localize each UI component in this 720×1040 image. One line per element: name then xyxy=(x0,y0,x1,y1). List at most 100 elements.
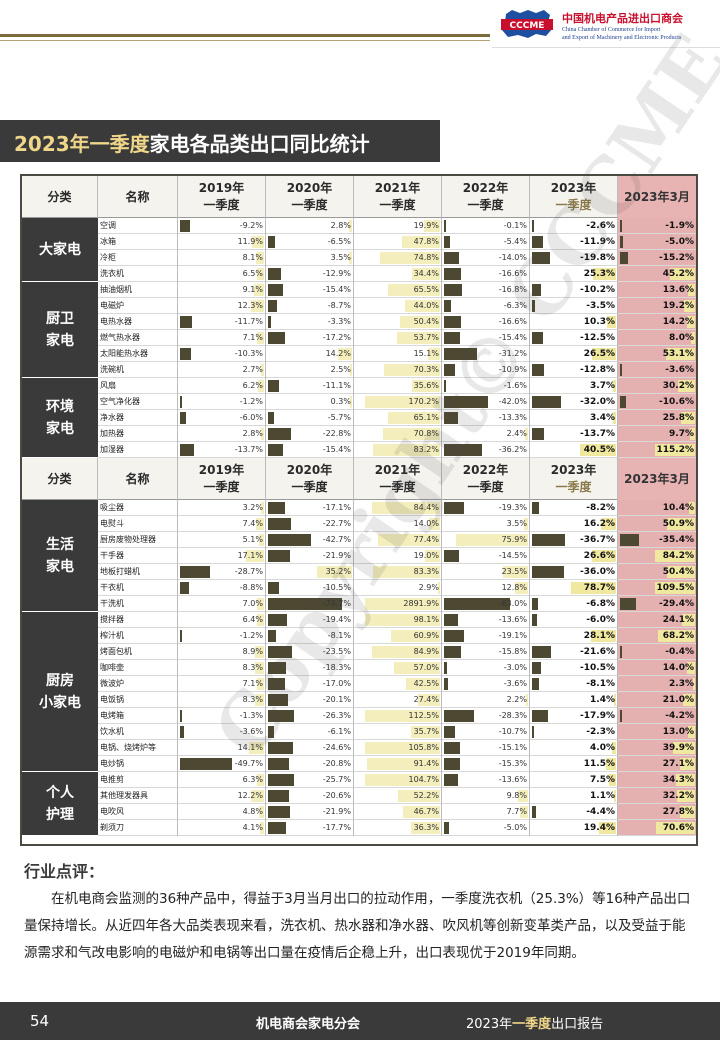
header-period: 一季度 xyxy=(555,198,592,212)
value-cell-y2023: 7.5% xyxy=(530,772,618,788)
value-label: 14.1% xyxy=(237,743,263,752)
value-cell-mar2023: -29.4% xyxy=(618,596,696,612)
value-cell-y2019: -6.0% xyxy=(178,410,266,426)
header-name: 名称 xyxy=(98,458,178,500)
header-rule xyxy=(0,34,490,37)
value-bar xyxy=(268,300,277,312)
table-row: 空调 -9.2% 2.8% 19.9% -0.1% -2.6% -1.9% xyxy=(98,218,696,234)
value-label: 27.1% xyxy=(662,759,694,769)
value-bar xyxy=(525,694,528,706)
value-label: 8.3% xyxy=(242,695,263,704)
value-bar xyxy=(268,236,275,248)
table-row: 其他理发器具 12.2% -20.6% 52.2% 9.8% 1.1% 32.2% xyxy=(98,788,696,804)
value-cell-y2023: 3.4% xyxy=(530,410,618,426)
value-cell-y2023: 78.7% xyxy=(530,580,618,596)
value-bar xyxy=(268,662,287,674)
value-cell-y2021: 42.5% xyxy=(354,676,442,692)
value-label: 7.7% xyxy=(506,807,527,816)
value-bar xyxy=(593,268,616,280)
table-row: 加湿器 -13.7% -15.4% 83.2% -36.2% 40.5% 115.2% xyxy=(98,442,696,458)
page-title: 2023年一季度家电各品类出口同比统计 xyxy=(0,120,440,162)
table-row: 干手器 17.1% -21.9% 19.0% -14.5% 26.6% 84.2% xyxy=(98,548,696,564)
value-bar xyxy=(665,348,695,360)
value-cell-y2023: 4.0% xyxy=(530,740,618,756)
value-cell-y2019: -1.3% xyxy=(178,708,266,724)
table-row: 地板打蜡机 -28.7% 35.2% 83.3% 23.5% -36.0% 50.4% xyxy=(98,564,696,580)
value-label: 74.8% xyxy=(413,253,439,262)
value-bar xyxy=(410,822,440,834)
value-bar xyxy=(532,614,538,626)
value-label: -10.2% xyxy=(580,285,615,295)
value-cell-y2019: 2.7% xyxy=(178,362,266,378)
value-cell-y2020: -25.7% xyxy=(266,772,354,788)
value-cell-y2023: -2.3% xyxy=(530,724,618,740)
value-bar xyxy=(350,396,352,408)
value-label: -9.2% xyxy=(239,221,263,230)
value-label: 36.3% xyxy=(413,823,439,832)
table-row: 电炒锅 -49.7% -20.8% 91.4% -15.3% 11.5% 27.1% xyxy=(98,756,696,772)
value-bar xyxy=(667,518,695,530)
value-label: 10.4% xyxy=(662,503,694,513)
value-bar xyxy=(444,284,462,296)
value-cell-y2023: 40.5% xyxy=(530,442,618,458)
header-y2023: 2023年 一季度 xyxy=(530,176,618,218)
value-label: 3.4% xyxy=(590,413,615,423)
value-bar xyxy=(656,822,695,834)
value-cell-mar2023: 45.2% xyxy=(618,266,696,282)
value-bar xyxy=(444,332,461,344)
value-cell-mar2023: -4.2% xyxy=(618,708,696,724)
value-cell-y2023: 19.4% xyxy=(530,820,618,836)
value-label: 109.5% xyxy=(656,583,695,593)
category-cell: 大家电 xyxy=(22,218,98,282)
value-bar xyxy=(256,678,264,690)
product-name: 剃须刀 xyxy=(98,820,178,836)
value-cell-y2019: -28.7% xyxy=(178,564,266,580)
value-cell-y2021: 170.2% xyxy=(354,394,442,410)
value-label: 8.3% xyxy=(242,663,263,672)
value-label: 50.4% xyxy=(662,567,694,577)
table-row: 冰箱 11.9% -6.5% 47.8% -5.4% -11.9% -5.0% xyxy=(98,234,696,250)
value-bar xyxy=(180,726,184,738)
value-bar xyxy=(532,236,543,248)
category-label: 个人 护理 xyxy=(46,784,74,823)
value-label: -35.4% xyxy=(659,535,694,545)
value-label: -1.3% xyxy=(239,711,263,720)
value-cell-y2021: 112.5% xyxy=(354,708,442,724)
value-bar xyxy=(679,806,695,818)
value-label: 14.0% xyxy=(413,519,439,528)
value-label: 19.2% xyxy=(662,301,694,311)
value-cell-y2022: -15.1% xyxy=(442,740,530,756)
value-label: 2891.9% xyxy=(403,599,439,608)
value-cell-y2020: -11.1% xyxy=(266,378,354,394)
value-label: -15.4% xyxy=(498,333,527,342)
product-name: 风扇 xyxy=(98,378,178,394)
product-name: 干洗机 xyxy=(98,596,178,612)
value-cell-y2019: 7.1% xyxy=(178,330,266,346)
value-bar xyxy=(268,630,277,642)
value-bar xyxy=(268,550,290,562)
value-bar xyxy=(268,412,274,424)
value-label: -21.6% xyxy=(580,647,615,657)
value-bar xyxy=(268,598,342,610)
org-name-cn: 中国机电产品进出口商会 xyxy=(562,12,683,25)
value-cell-y2023: -19.8% xyxy=(530,250,618,266)
value-label: 84.9% xyxy=(413,647,439,656)
value-label: 98.1% xyxy=(413,615,439,624)
value-cell-y2021: 105.8% xyxy=(354,740,442,756)
header-period: 一季度 xyxy=(291,198,328,212)
value-label: 11.9% xyxy=(237,237,263,246)
value-label: -8.7% xyxy=(327,301,351,310)
value-cell-y2020: -26.3% xyxy=(266,708,354,724)
value-cell-y2023: -8.1% xyxy=(530,676,618,692)
value-label: -63.0% xyxy=(498,599,527,608)
value-label: -11.9% xyxy=(580,237,615,247)
value-label: 6.4% xyxy=(242,615,263,624)
header-y2023: 2023年 一季度 xyxy=(530,458,618,500)
value-cell-y2020: -42.7% xyxy=(266,532,354,548)
value-bar xyxy=(268,790,289,802)
value-cell-y2020: -19.4% xyxy=(266,612,354,628)
value-cell-y2023: 3.7% xyxy=(530,378,618,394)
value-cell-y2022: 7.7% xyxy=(442,804,530,820)
org-name-en-2: and Export of Machinery and Electronic P… xyxy=(562,35,682,41)
value-label: -36.0% xyxy=(580,567,615,577)
